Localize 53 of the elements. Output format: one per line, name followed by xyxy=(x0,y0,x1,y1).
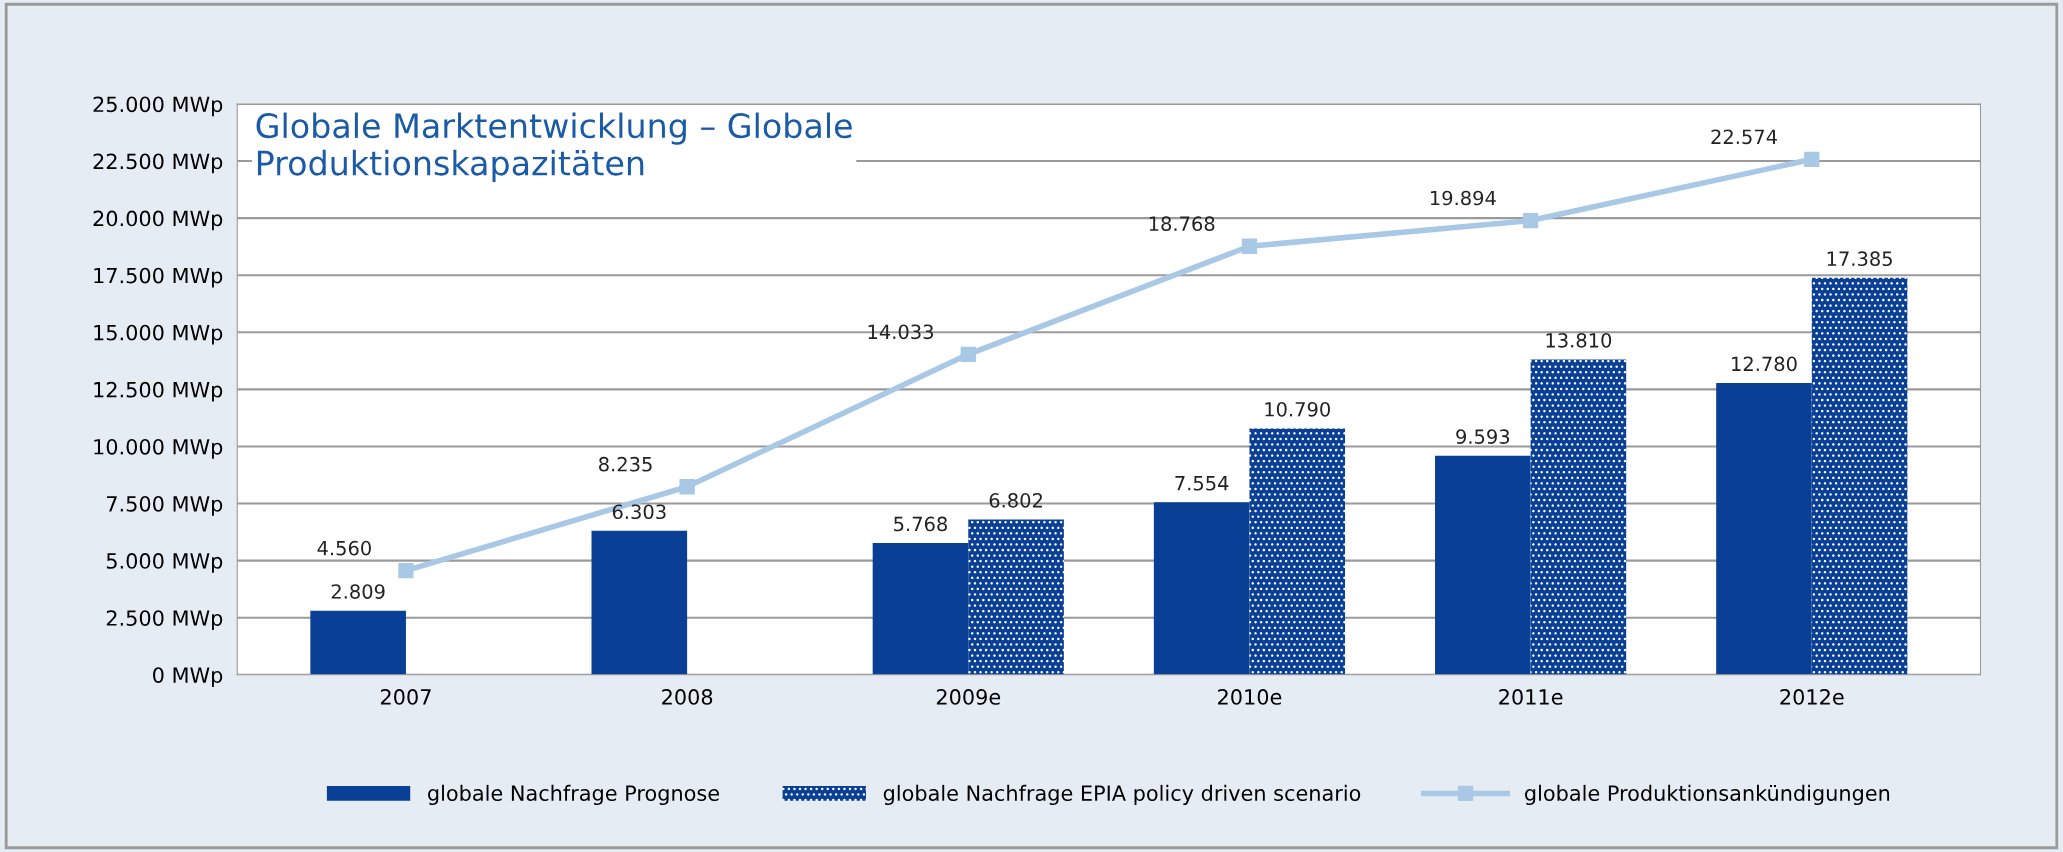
y-tick-label: 5.000 MWp xyxy=(106,553,223,573)
y-tick-label: 12.500 MWp xyxy=(94,381,223,402)
x-tick-label: 2012e xyxy=(1780,689,1844,705)
bar xyxy=(1811,277,1908,675)
y-tick-label: 2.500 MWp xyxy=(106,610,223,630)
data-label: 2.809 xyxy=(331,584,385,599)
y-tick-label: 17.500 MWp xyxy=(94,267,223,288)
legend-label: globale Nachfrage EPIA policy driven scenario xyxy=(883,784,1361,806)
y-tick-label: 10.000 MWp xyxy=(94,438,223,459)
data-label: 10.790 xyxy=(1265,401,1330,417)
x-tick-label: 2008 xyxy=(662,689,713,705)
data-label: 13.810 xyxy=(1546,332,1612,348)
point xyxy=(960,346,976,362)
data-label: 9.593 xyxy=(1456,429,1510,444)
data-label: 8.235 xyxy=(599,456,652,472)
bar xyxy=(1530,359,1627,675)
point xyxy=(1241,238,1258,254)
x-tick-label: 2010e xyxy=(1218,689,1282,705)
data-label: 22.574 xyxy=(1711,129,1777,145)
bar xyxy=(1249,428,1346,675)
data-label: 6.802 xyxy=(989,493,1042,508)
y-tick-label: 15.000 MWp xyxy=(94,324,223,345)
y-tick-label: 0 MWp xyxy=(153,667,223,688)
data-label: 12.780 xyxy=(1732,356,1797,372)
bar xyxy=(591,530,688,675)
point xyxy=(1522,212,1539,229)
y-tick-label: 20.000 MWp xyxy=(93,210,223,231)
data-label: 5.768 xyxy=(894,516,947,532)
data-label: 14.033 xyxy=(868,324,933,340)
y-tick-label: 22.500 MWp xyxy=(93,153,223,174)
data-label: 7.554 xyxy=(1175,476,1229,491)
point xyxy=(679,479,695,495)
bar xyxy=(1435,455,1531,675)
bar xyxy=(310,610,406,675)
legend-label: globale Produktionsankündigungen xyxy=(1525,784,1890,806)
x-tick-label: 2007 xyxy=(380,689,431,705)
text: Globale Marktentwicklung – Globale Produktionskapazitäten xyxy=(256,112,852,183)
x-tick-label: 2009e xyxy=(936,689,1001,705)
data-label: 17.385 xyxy=(1827,251,1892,267)
bar xyxy=(1716,382,1812,675)
legend-label: globale Nachfrage Prognose xyxy=(428,784,719,806)
y-tick-label: 25.000 MWp xyxy=(93,96,223,117)
data-label: 6.303 xyxy=(612,504,666,520)
x-tick-label: 2011e xyxy=(1499,689,1563,705)
bar xyxy=(1153,502,1250,675)
data-label: 18.768 xyxy=(1149,216,1215,232)
point xyxy=(398,563,414,579)
data-label: 19.894 xyxy=(1430,190,1496,206)
y-tick-label: 7.500 MWp xyxy=(107,495,223,516)
data-label: 4.560 xyxy=(317,540,371,556)
bar xyxy=(968,519,1064,675)
bar xyxy=(872,543,969,675)
point xyxy=(1804,151,1820,167)
